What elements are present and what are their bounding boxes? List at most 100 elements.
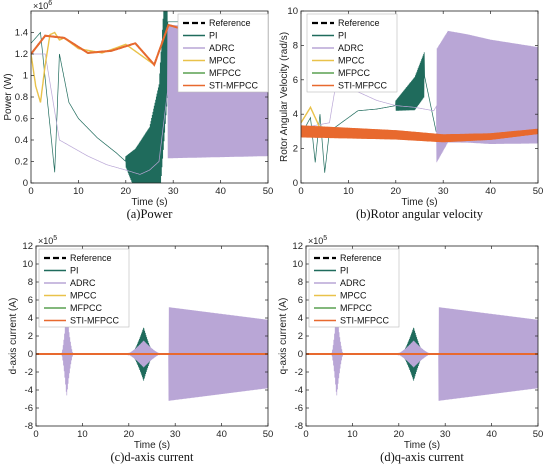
y-tick-label: 8: [293, 40, 298, 51]
legend-entry: MFPCC: [70, 303, 102, 313]
x-tick-label: 40: [215, 186, 226, 197]
axes-frame: [300, 10, 539, 184]
y-tick-label: 4: [293, 109, 298, 120]
legend-box: [177, 13, 269, 93]
y-exponent-label: ×106: [33, 0, 52, 11]
x-tick-label: 10: [77, 429, 88, 440]
panel-caption: (c)d-axis current: [111, 450, 194, 464]
y-axis-label: Rotor Angular Velocity (rad/s): [279, 32, 290, 162]
legend-entry: MPCC: [209, 56, 236, 66]
legend-entry: MFPCC: [209, 68, 241, 78]
y-tick-label: 2: [28, 331, 33, 342]
y-tick-label: -4: [25, 385, 33, 396]
x-tick-label: 20: [124, 429, 135, 440]
y-axis-label: d-axis current (A): [8, 298, 19, 375]
y-tick-label: 0: [298, 349, 303, 360]
x-tick-label: 10: [343, 186, 354, 197]
y-tick-label: -4: [295, 385, 303, 396]
y-tick-label: 0.6: [15, 114, 28, 125]
y-tick-label: 1.2: [15, 49, 28, 60]
y-tick-label: 10: [292, 259, 303, 270]
legend-box: [38, 248, 130, 328]
legend-entry: STI-MFPCC: [70, 316, 119, 326]
y-tick-label: 2: [293, 144, 298, 155]
legend-entry: ADRC: [70, 278, 96, 288]
y-tick-label: 12: [292, 241, 303, 252]
plot-area: [306, 307, 538, 401]
chart-panel: 0 10 20 30 40 50 -8 -6 -4 -2 0 2 4 6 8 10 12 ×105 Time (s)…: [8, 235, 273, 464]
y-tick-label: 10: [22, 259, 33, 270]
y-tick-label: 6: [28, 295, 33, 306]
y-tick-label: 4: [28, 313, 33, 324]
x-tick-label: 40: [216, 429, 227, 440]
x-axis-label: Time (s): [404, 440, 440, 451]
legend-entry: MPCC: [338, 56, 365, 66]
y-tick-label: 0.8: [15, 92, 28, 103]
y-tick-label: -6: [25, 403, 33, 414]
legend-entry: PI: [70, 266, 79, 276]
y-tick-label: 0: [293, 178, 298, 189]
x-tick-label: 10: [73, 186, 84, 197]
x-tick-label: 30: [168, 186, 179, 197]
legend: Reference PI ADRC MPCC MFPCC STI-MFPCC: [308, 248, 400, 328]
y-tick-label: 8: [28, 277, 33, 288]
y-exponent-label: ×105: [38, 235, 57, 246]
legend-entry: MFPCC: [338, 68, 370, 78]
panel-caption: (b)Rotor angular velocity: [356, 207, 484, 221]
x-tick-label: 0: [33, 429, 38, 440]
x-tick-label: 30: [440, 429, 451, 440]
y-tick-label: 6: [293, 75, 298, 86]
x-tick-label: 30: [170, 429, 181, 440]
x-axis-label: Time (s): [134, 440, 170, 451]
x-axis-label: Time (s): [401, 197, 437, 208]
x-tick-label: 40: [486, 429, 497, 440]
legend: Reference PI ADRC MPCC MFPCC STI-MFPCC: [306, 13, 398, 93]
series-line-adrc: [31, 24, 268, 175]
legend-entry: Reference: [340, 253, 382, 263]
y-tick-label: -2: [295, 367, 303, 378]
legend-entry: STI-MFPCC: [209, 81, 258, 91]
plot-area: [36, 307, 268, 401]
legend-entry: Reference: [70, 253, 112, 263]
legend-entry: PI: [340, 266, 349, 276]
x-tick-label: 10: [347, 429, 358, 440]
chart-panel: 0 10 20 30 40 50 -8 -6 -4 -2 0 2 4 6 8 10 12 ×105 Time (s)…: [278, 235, 543, 464]
y-tick-label: 2: [298, 331, 303, 342]
legend-box: [308, 248, 400, 328]
x-tick-label: 40: [485, 186, 496, 197]
x-tick-label: 50: [533, 186, 544, 197]
y-tick-label: 8: [298, 277, 303, 288]
y-exponent-label: ×105: [308, 235, 327, 246]
x-tick-label: 20: [394, 429, 405, 440]
x-tick-label: 50: [263, 429, 274, 440]
y-tick-label: 10: [287, 6, 298, 17]
x-tick-label: 0: [28, 186, 33, 197]
x-tick-label: 30: [438, 186, 449, 197]
x-tick-label: 0: [298, 186, 303, 197]
y-tick-label: 0.4: [15, 135, 28, 146]
legend-entry: STI-MFPCC: [340, 316, 389, 326]
x-tick-label: 50: [533, 429, 544, 440]
legend: Reference PI ADRC MPCC MFPCC STI-MFPCC: [177, 13, 269, 93]
chart-panel: 0 10 20 30 40 50 0 2 4 6 8 10 Time (s) Rotor Angular …: [279, 6, 543, 221]
legend-entry: Reference: [338, 18, 380, 28]
y-tick-label: -6: [295, 403, 303, 414]
legend-entry: MPCC: [70, 291, 97, 301]
legend-entry: ADRC: [338, 43, 364, 53]
y-axis-label: q-axis current (A): [278, 298, 289, 375]
y-tick-label: -8: [295, 421, 303, 432]
legend-entry: PI: [209, 31, 218, 41]
legend-entry: PI: [338, 31, 347, 41]
y-tick-label: 12: [22, 241, 33, 252]
legend-entry: Reference: [209, 18, 251, 28]
x-tick-label: 20: [391, 186, 402, 197]
y-tick-label: 6: [298, 295, 303, 306]
y-tick-label: 1: [23, 71, 28, 82]
series-line-sti-mfpcc: [301, 125, 538, 143]
x-tick-label: 50: [263, 186, 274, 197]
legend-entry: MPCC: [340, 291, 367, 301]
y-tick-label: 0: [23, 178, 28, 189]
panel-caption: (a)Power: [127, 207, 174, 221]
y-tick-label: 0.2: [15, 157, 28, 168]
